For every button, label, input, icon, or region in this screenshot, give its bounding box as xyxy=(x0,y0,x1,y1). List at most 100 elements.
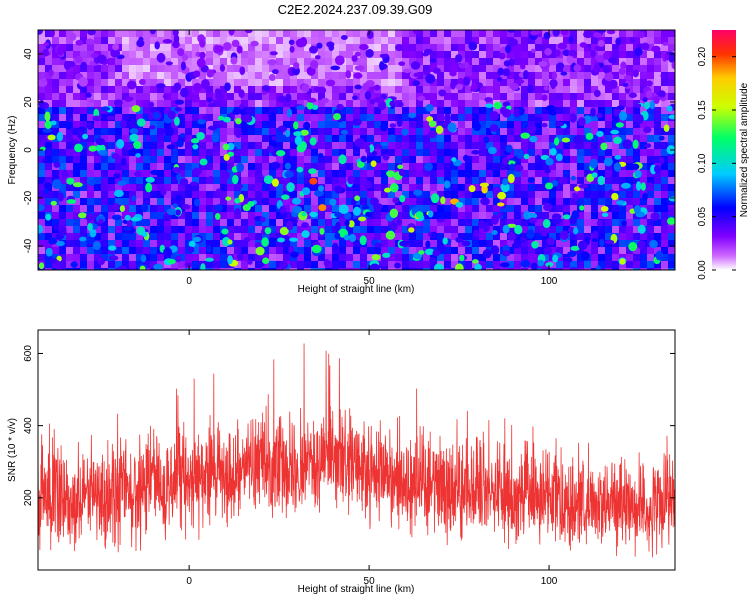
heatmap-cell xyxy=(479,149,487,157)
heatmap-cell xyxy=(556,191,564,199)
heatmap-cell xyxy=(612,72,620,80)
heatmap-cell xyxy=(612,93,620,101)
heatmap-blob xyxy=(71,139,80,144)
heatmap-blob xyxy=(603,65,611,74)
heatmap-cell xyxy=(283,51,291,59)
heatmap-cell xyxy=(388,72,396,80)
heatmap-cell xyxy=(234,219,242,227)
heatmap-cell xyxy=(73,170,81,178)
heatmap-blob xyxy=(399,194,406,203)
heatmap-cell xyxy=(206,149,214,157)
heatmap-cell xyxy=(472,247,480,255)
heatmap-cell xyxy=(52,247,60,255)
heatmap-cell xyxy=(136,240,144,248)
heatmap-blob xyxy=(289,237,299,242)
heatmap-cell xyxy=(374,30,382,38)
heatmap-blob xyxy=(343,212,352,220)
heatmap-blob xyxy=(513,164,524,172)
heatmap-cell xyxy=(171,268,179,270)
heatmap-cell xyxy=(87,205,95,213)
heatmap-cell xyxy=(472,128,480,136)
heatmap-cell xyxy=(199,72,207,80)
heatmap-cell xyxy=(108,142,116,150)
heatmap-cell xyxy=(493,72,501,80)
heatmap-cell xyxy=(549,135,557,143)
heatmap-cell xyxy=(360,261,368,269)
heatmap-cell xyxy=(59,44,67,52)
heatmap-blob xyxy=(175,194,183,202)
heatmap-cell xyxy=(59,163,67,171)
heatmap-blob xyxy=(78,212,87,219)
heatmap-cell xyxy=(472,163,480,171)
heatmap-cell xyxy=(80,142,88,150)
heatmap-cell xyxy=(206,191,214,199)
heatmap-cell xyxy=(591,149,599,157)
heatmap-cell xyxy=(346,149,354,157)
heatmap-cell xyxy=(493,86,501,94)
heatmap-cell xyxy=(38,149,46,157)
heatmap-cell xyxy=(570,205,578,213)
heatmap-cell xyxy=(584,205,592,213)
heatmap-cell xyxy=(108,72,116,80)
heatmap-cell xyxy=(136,30,144,38)
heatmap-cell xyxy=(353,128,361,136)
heatmap-cell xyxy=(220,79,228,87)
heatmap-cell xyxy=(150,226,158,234)
heatmap-cell xyxy=(381,163,389,171)
heatmap-cell xyxy=(318,268,326,270)
heatmap-cell xyxy=(150,240,158,248)
heatmap-cell xyxy=(290,233,298,241)
heatmap-cell xyxy=(381,240,389,248)
heatmap-cell xyxy=(192,226,200,234)
heatmap-cell xyxy=(157,233,165,241)
heatmap-cell xyxy=(150,247,158,255)
heatmap-cell xyxy=(325,114,333,122)
heatmap-blob xyxy=(590,50,596,58)
heatmap-blob xyxy=(215,45,224,53)
heatmap-cell xyxy=(164,177,172,185)
heatmap-cell xyxy=(381,226,389,234)
heatmap-cell xyxy=(276,86,284,94)
heatmap-cell xyxy=(283,72,291,80)
heatmap-cell xyxy=(213,114,221,122)
heatmap-cell xyxy=(381,107,389,115)
heatmap-blob xyxy=(180,61,187,71)
heatmap-cell xyxy=(367,191,375,199)
heatmap-cell xyxy=(437,65,445,73)
heatmap-cell xyxy=(423,142,431,150)
heatmap-cell xyxy=(318,44,326,52)
heatmap-cell xyxy=(654,79,662,87)
heatmap-cell xyxy=(346,86,354,94)
heatmap-cell xyxy=(101,170,109,178)
heatmap-cell xyxy=(388,268,396,270)
heatmap-cell xyxy=(437,205,445,213)
heatmap-cell xyxy=(584,128,592,136)
heatmap-blob xyxy=(43,182,52,190)
heatmap-cell xyxy=(514,135,522,143)
heatmap-cell xyxy=(402,121,410,129)
heatmap-blob xyxy=(221,228,229,235)
heatmap-cell xyxy=(234,100,242,108)
heatmap-cell xyxy=(255,114,263,122)
heatmap-cell xyxy=(591,177,599,185)
heatmap-cell xyxy=(402,226,410,234)
heatmap-cell xyxy=(549,100,557,108)
heatmap-cell xyxy=(164,219,172,227)
heatmap-cell xyxy=(276,37,284,45)
heatmap-cell xyxy=(668,72,675,80)
heatmap-cell xyxy=(654,114,662,122)
heatmap-cell xyxy=(612,86,620,94)
heatmap-cell xyxy=(563,58,571,66)
heatmap-cell xyxy=(220,121,228,129)
heatmap-cell xyxy=(38,233,46,241)
heatmap-blob xyxy=(124,97,132,102)
heatmap-cell xyxy=(591,37,599,45)
heatmap-blob xyxy=(618,111,628,121)
heatmap-cell xyxy=(129,121,137,129)
heatmap-cell xyxy=(598,79,606,87)
heatmap-cell xyxy=(661,240,669,248)
heatmap-cell xyxy=(80,163,88,171)
heatmap-blob xyxy=(566,54,574,65)
heatmap-cell xyxy=(486,191,494,199)
heatmap-cell xyxy=(290,107,298,115)
